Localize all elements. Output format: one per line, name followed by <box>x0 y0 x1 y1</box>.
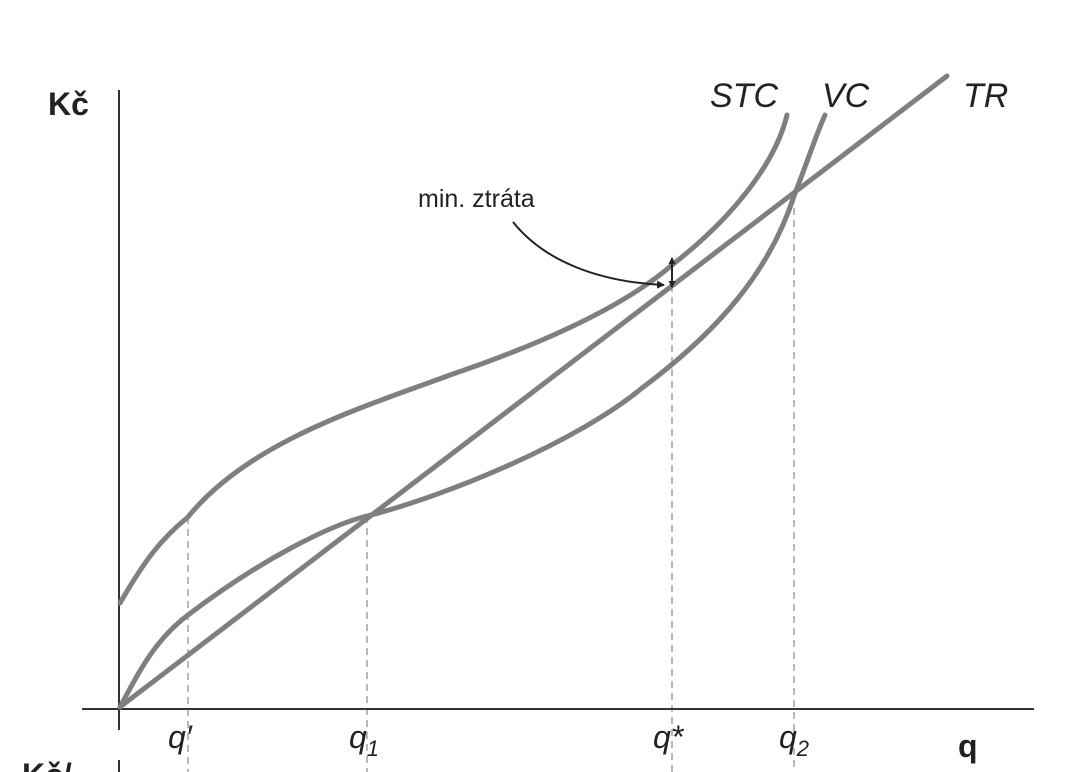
tick-q-star: q* <box>653 719 685 755</box>
annotation-pointer <box>512 221 665 289</box>
vc-curve <box>117 112 828 710</box>
annotation-label: min. ztráta <box>418 185 535 213</box>
stc-curve <box>117 112 790 606</box>
tr-label: TR <box>963 77 1008 115</box>
vc-label: VC <box>822 77 870 115</box>
y-axis-label: Kč <box>48 86 89 122</box>
x-axis-label: q <box>958 728 978 764</box>
cut-off-label: Kč/ <box>22 757 72 772</box>
stc-label: STC <box>710 77 778 115</box>
tr-line <box>117 73 950 710</box>
tick-q2: q2 <box>779 719 809 761</box>
tick-q-prime: q′ <box>168 719 193 755</box>
tick-q1: q1 <box>349 719 379 761</box>
